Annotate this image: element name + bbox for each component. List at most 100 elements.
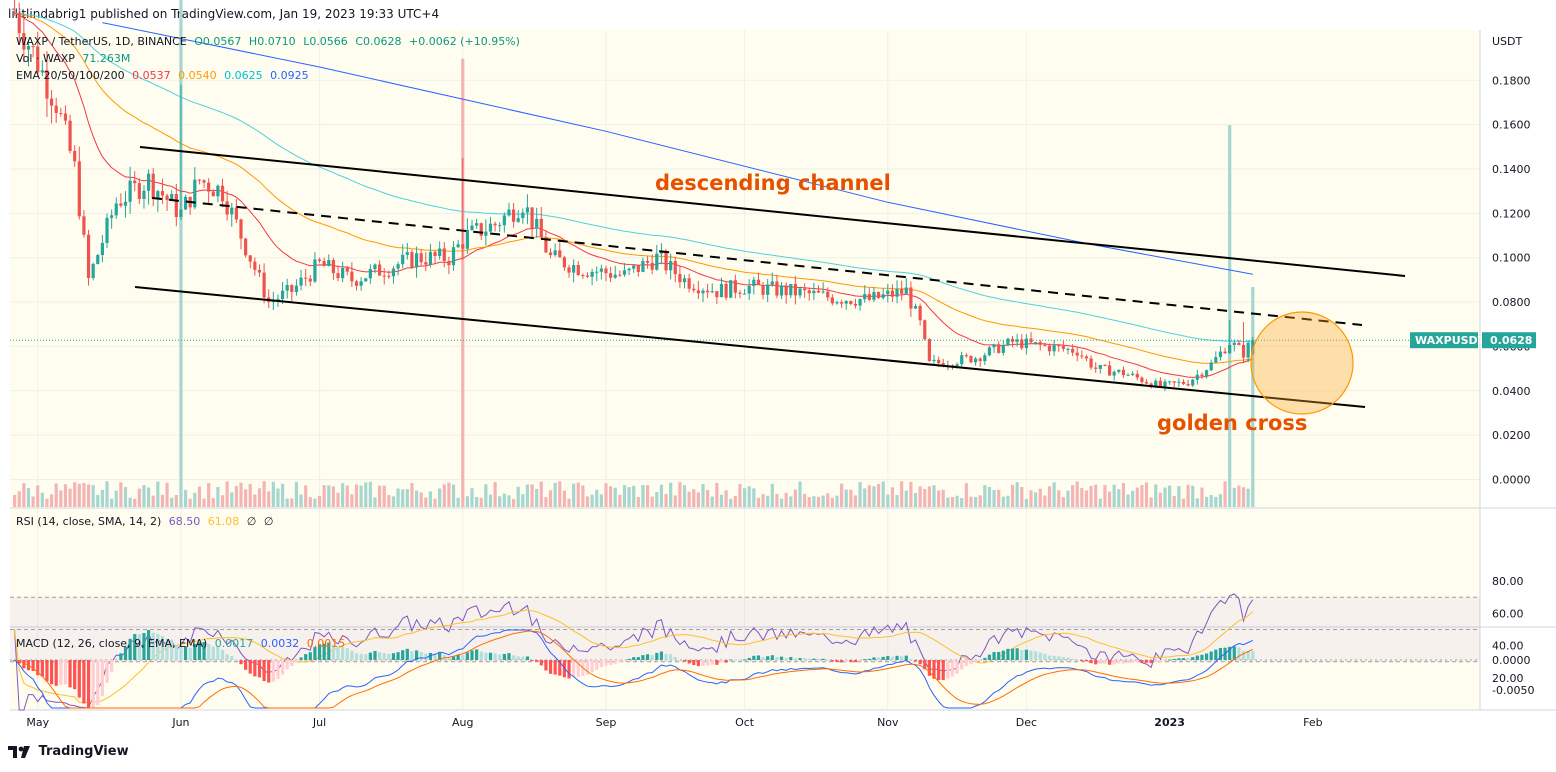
volume-bar — [378, 485, 382, 507]
macd-hist-bar — [368, 652, 372, 660]
candle-body — [280, 290, 285, 300]
time-tick-label: May — [26, 716, 49, 729]
macd-hist-bar — [1075, 659, 1079, 661]
candle-body — [738, 292, 742, 294]
volume-bar — [742, 488, 747, 507]
rsi-legend[interactable]: RSI (14, close, SMA, 14, 2) 68.50 61.08 … — [16, 515, 277, 528]
candle-body — [803, 288, 807, 291]
macd-hist-bar — [558, 660, 562, 676]
volume-bar — [461, 58, 465, 508]
symbol-legend[interactable]: WAXP / TetherUS, 1D, BINANCE O0.0567 H0.… — [16, 35, 524, 48]
symbol-label[interactable]: WAXP / TetherUS, 1D, BINANCE — [16, 35, 187, 48]
volume-bar — [812, 496, 816, 507]
macd-hist-bar — [530, 660, 534, 661]
candle-body — [1172, 381, 1176, 383]
macd-hist-bar — [280, 660, 285, 675]
macd-hist-bar — [539, 660, 543, 666]
macd-hist-bar — [1107, 660, 1112, 665]
candle-body — [202, 180, 206, 183]
macd-hist-bar — [706, 660, 710, 666]
macd-hist-bar — [119, 653, 123, 660]
macd-hist-bar — [216, 646, 220, 660]
macd-hist-bar — [969, 660, 973, 665]
macd-hist-bar — [516, 656, 520, 660]
volume-bar — [807, 497, 811, 507]
tradingview-footer[interactable]: TradingView — [8, 744, 129, 759]
volume-bar — [193, 492, 197, 507]
macd-hist-bar — [567, 660, 571, 679]
volume-bar — [244, 489, 248, 507]
volume-bar — [345, 485, 349, 507]
macd-hist-bar — [710, 660, 714, 665]
candle-body — [678, 274, 682, 283]
candle-body — [336, 273, 340, 279]
candle-body — [927, 339, 931, 362]
macd-hist-bar — [770, 655, 774, 660]
volume-bar — [359, 485, 363, 507]
macd-hist-bar — [1163, 660, 1167, 661]
macd-hist-bar — [424, 653, 428, 660]
volume-bar — [992, 490, 996, 507]
candle-body — [923, 320, 927, 340]
ohlc-low: L0.0566 — [303, 35, 348, 48]
candle-body — [618, 274, 622, 276]
candle-body — [160, 191, 165, 196]
volume-bar — [719, 494, 724, 507]
volume-bar — [1010, 484, 1015, 507]
macd-hist-bar — [595, 660, 599, 670]
volume-bar — [401, 489, 405, 507]
macd-hist-bar — [692, 660, 696, 666]
volume-bar — [294, 482, 299, 507]
candles — [10, 0, 1480, 392]
ema-legend[interactable]: EMA 20/50/100/200 0.0537 0.0540 0.0625 0… — [16, 69, 313, 82]
macd-hist-bar — [1094, 660, 1098, 665]
rsi-value: 68.50 — [168, 515, 201, 528]
volume-bar — [105, 481, 109, 507]
macd-hist-bar — [137, 634, 141, 660]
macd-hist-bar — [1057, 656, 1061, 660]
macd-hist-bar — [590, 660, 594, 673]
macd-hist-bar — [904, 655, 908, 660]
volume-bar — [641, 485, 645, 507]
ohlc-open: O0.0567 — [194, 35, 242, 48]
candle-body — [63, 113, 68, 121]
candle-body — [498, 225, 502, 227]
macd-hist-bar — [105, 660, 109, 683]
volume-bar — [687, 491, 691, 507]
macd-hist-bar — [45, 660, 49, 682]
volume-bar — [1029, 490, 1033, 507]
candle-body — [969, 355, 973, 363]
macd-hist-bar — [382, 653, 386, 660]
volume-bar — [248, 483, 252, 507]
volume-bar — [17, 491, 21, 507]
volume-bar — [13, 494, 17, 507]
macd-hist-bar — [803, 658, 807, 660]
volume-bar — [438, 488, 442, 507]
candle-body — [863, 294, 867, 300]
volume-bar — [900, 481, 904, 507]
volume-bar — [442, 484, 446, 507]
candle-body — [317, 259, 322, 261]
macd-hist-bar — [123, 646, 128, 660]
volume-bar — [964, 483, 968, 507]
candle-body — [904, 287, 908, 294]
volume-bar — [396, 488, 400, 507]
candle-body — [470, 225, 474, 230]
candle-body — [918, 305, 922, 321]
volume-legend[interactable]: Vol · WAXP 71.263M — [16, 52, 134, 65]
candle-body — [913, 305, 918, 309]
candle-body — [1112, 371, 1116, 376]
macd-hist-bar — [22, 660, 26, 669]
macd-hist-bar — [876, 657, 881, 660]
candle-body — [1135, 373, 1139, 378]
candle-body — [876, 292, 881, 298]
macd-hist-bar — [511, 655, 516, 660]
volume-bar — [502, 493, 506, 507]
macd-hist-bar — [913, 660, 918, 661]
macd-legend[interactable]: MACD (12, 26, close, 9, EMA, EMA) 0.0017… — [16, 637, 349, 650]
macd-hist-bar — [68, 660, 72, 688]
volume-bar — [918, 486, 922, 507]
candle-body — [234, 207, 238, 220]
volume-bar — [68, 488, 72, 507]
